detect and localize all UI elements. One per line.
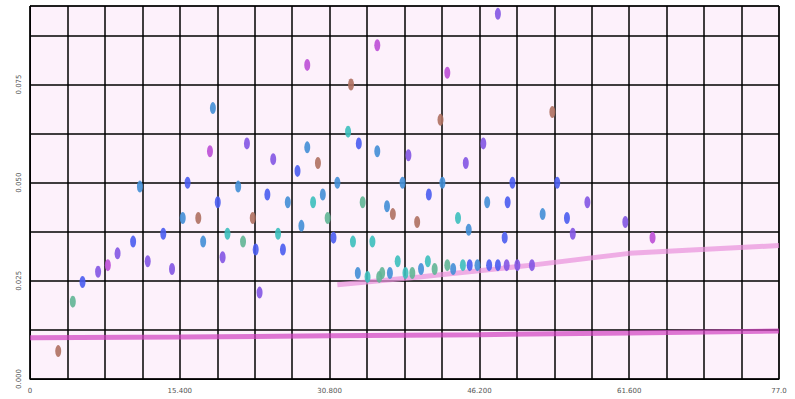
svg-text:61.600: 61.600 [617,387,642,395]
svg-text:0.075: 0.075 [15,75,23,95]
svg-text:0.050: 0.050 [15,173,23,193]
svg-text:0.000: 0.000 [15,369,23,389]
svg-text:77.0: 77.0 [771,387,787,395]
svg-text:0: 0 [28,387,32,395]
svg-text:30.800: 30.800 [317,387,342,395]
svg-text:46.200: 46.200 [467,387,492,395]
svg-text:0.025: 0.025 [15,271,23,291]
svg-text:15.400: 15.400 [168,387,193,395]
